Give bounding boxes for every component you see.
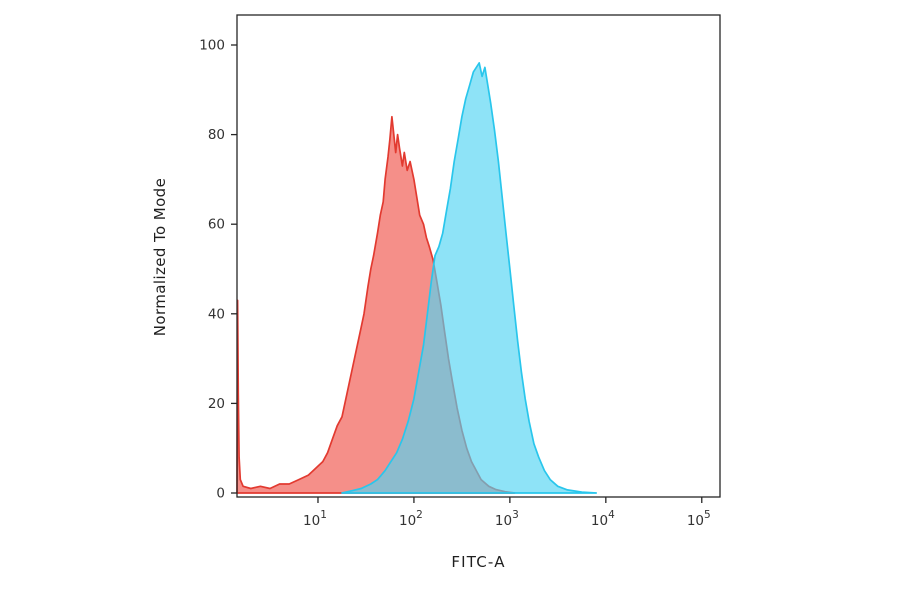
cyan-histogram-curve	[341, 62, 598, 494]
y-tick-label: 0	[216, 486, 225, 502]
x-tick-label: 103	[495, 509, 519, 529]
x-tick-label: 105	[687, 509, 711, 529]
y-tick-label: 40	[208, 306, 225, 322]
x-axis-label: FITC-A	[451, 553, 506, 571]
y-tick-label: 100	[199, 38, 225, 54]
x-tick-label: 102	[399, 509, 423, 529]
y-axis-label: Normalized To Mode	[151, 177, 169, 337]
y-tick-label: 80	[208, 127, 225, 143]
y-tick-label: 60	[208, 217, 225, 233]
x-tick-label: 104	[591, 509, 615, 529]
plot-frame	[236, 14, 721, 498]
x-tick-label: 101	[303, 509, 327, 529]
y-tick-label: 20	[208, 396, 225, 412]
